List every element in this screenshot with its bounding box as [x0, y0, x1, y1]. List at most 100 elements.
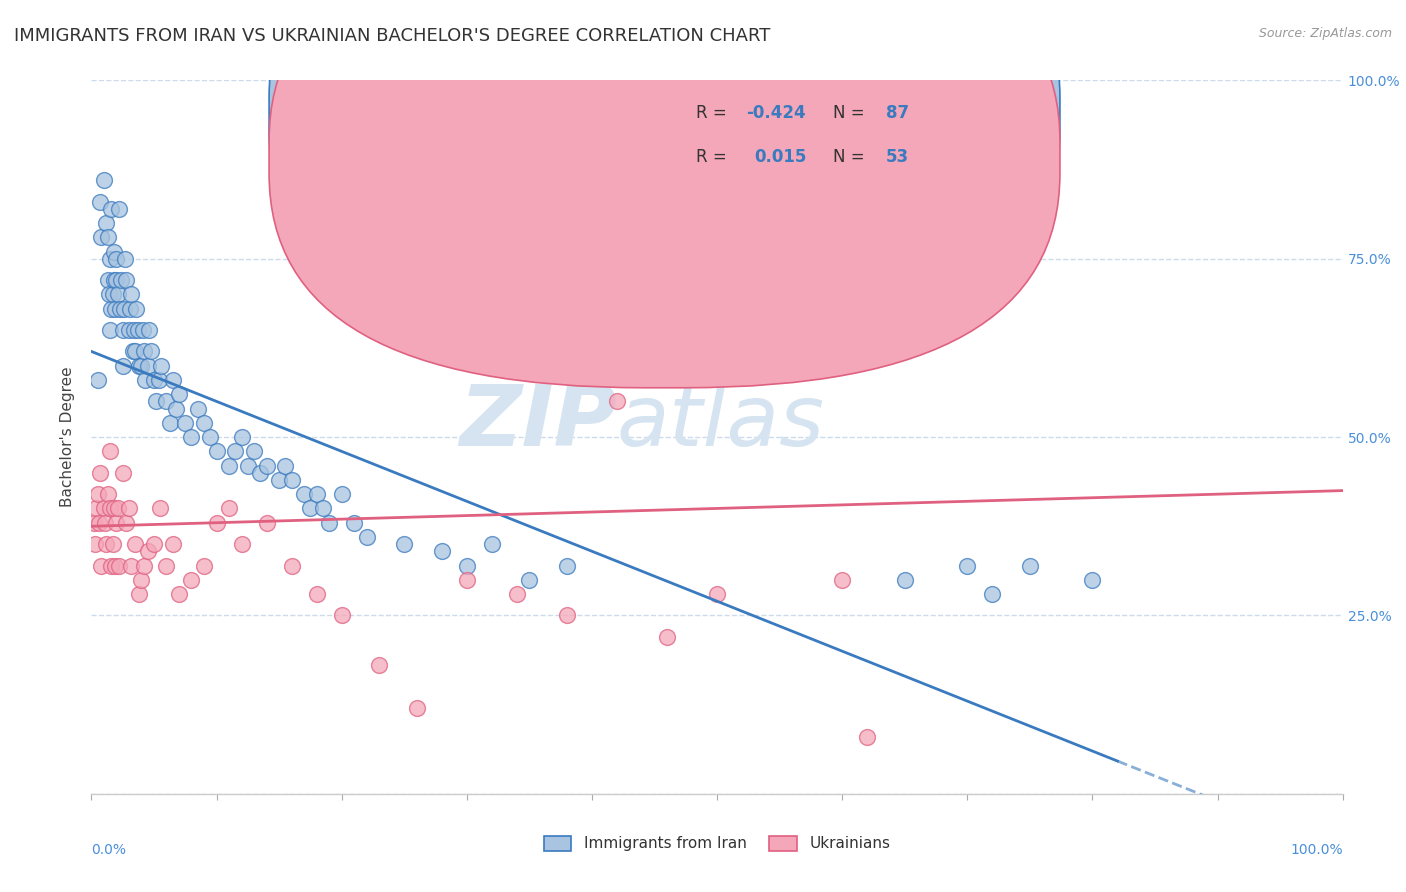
Point [86, 373, 108, 387]
Point [125, 301, 148, 316]
Point [167, 587, 190, 601]
Point [256, 516, 278, 530]
Point [132, 344, 155, 359]
Point [120, 558, 142, 573]
Point [299, 501, 322, 516]
Text: 53: 53 [886, 148, 910, 166]
Point [343, 516, 366, 530]
Point [121, 344, 143, 359]
Point [96, 537, 118, 551]
Point [127, 323, 149, 337]
Point [187, 401, 209, 416]
Point [155, 394, 177, 409]
Point [155, 558, 177, 573]
Point [280, 558, 302, 573]
Point [97, 287, 120, 301]
Point [93, 173, 115, 187]
Point [430, 544, 453, 558]
Point [134, 373, 156, 387]
Point [86, 501, 108, 516]
Point [405, 701, 427, 715]
Point [104, 558, 127, 573]
Point [128, 359, 150, 373]
Point [506, 587, 529, 601]
Point [100, 301, 122, 316]
Point [108, 202, 131, 216]
Point [89, 466, 111, 480]
Point [274, 458, 297, 473]
Point [90, 230, 112, 244]
Point [84, 537, 107, 551]
Point [104, 301, 127, 316]
Point [136, 359, 159, 373]
Point [159, 416, 181, 430]
Point [115, 516, 138, 530]
Point [103, 244, 125, 259]
Point [124, 344, 146, 359]
Text: atlas: atlas [617, 381, 825, 465]
Point [97, 230, 120, 244]
Point [100, 558, 122, 573]
Point [305, 587, 328, 601]
Point [105, 516, 128, 530]
Point [1081, 573, 1104, 587]
Point [138, 323, 160, 337]
Point [143, 373, 166, 387]
Point [555, 558, 578, 573]
Point [193, 416, 215, 430]
Point [150, 359, 173, 373]
Point [256, 458, 278, 473]
Point [356, 530, 378, 544]
Point [131, 573, 153, 587]
Text: IMMIGRANTS FROM IRAN VS UKRAINIAN BACHELOR'S DEGREE CORRELATION CHART: IMMIGRANTS FROM IRAN VS UKRAINIAN BACHEL… [14, 27, 770, 45]
Legend: Immigrants from Iran, Ukrainians: Immigrants from Iran, Ukrainians [538, 830, 896, 857]
Point [368, 658, 391, 673]
Point [205, 444, 228, 458]
Point [141, 344, 163, 359]
Point [111, 466, 134, 480]
Point [118, 323, 141, 337]
Point [856, 730, 879, 744]
Point [831, 573, 853, 587]
Point [108, 558, 131, 573]
Point [131, 323, 153, 337]
Point [105, 252, 128, 266]
Point [305, 487, 328, 501]
Point [110, 273, 132, 287]
Text: R =: R = [696, 104, 731, 122]
Point [108, 301, 131, 316]
Point [706, 587, 728, 601]
Point [97, 273, 120, 287]
Point [312, 501, 335, 516]
Point [83, 516, 105, 530]
Point [107, 287, 129, 301]
Point [456, 573, 478, 587]
Y-axis label: Bachelor's Degree: Bachelor's Degree [60, 367, 76, 508]
Point [330, 608, 353, 623]
Point [231, 430, 253, 444]
Point [166, 401, 188, 416]
FancyBboxPatch shape [623, 84, 973, 184]
Point [128, 587, 150, 601]
Point [218, 501, 240, 516]
Point [103, 273, 125, 287]
Point [655, 630, 678, 644]
Text: R =: R = [696, 148, 731, 166]
Text: 0.015: 0.015 [755, 148, 807, 166]
Point [243, 444, 266, 458]
Point [481, 537, 503, 551]
Point [148, 373, 170, 387]
Point [456, 558, 478, 573]
Point [93, 501, 115, 516]
Point [87, 516, 110, 530]
Point [318, 516, 340, 530]
Point [231, 537, 253, 551]
Point [98, 323, 121, 337]
Point [131, 359, 153, 373]
Point [111, 323, 134, 337]
Point [97, 487, 120, 501]
Point [981, 587, 1004, 601]
Text: N =: N = [834, 104, 870, 122]
FancyBboxPatch shape [269, 0, 1060, 388]
Point [112, 301, 135, 316]
